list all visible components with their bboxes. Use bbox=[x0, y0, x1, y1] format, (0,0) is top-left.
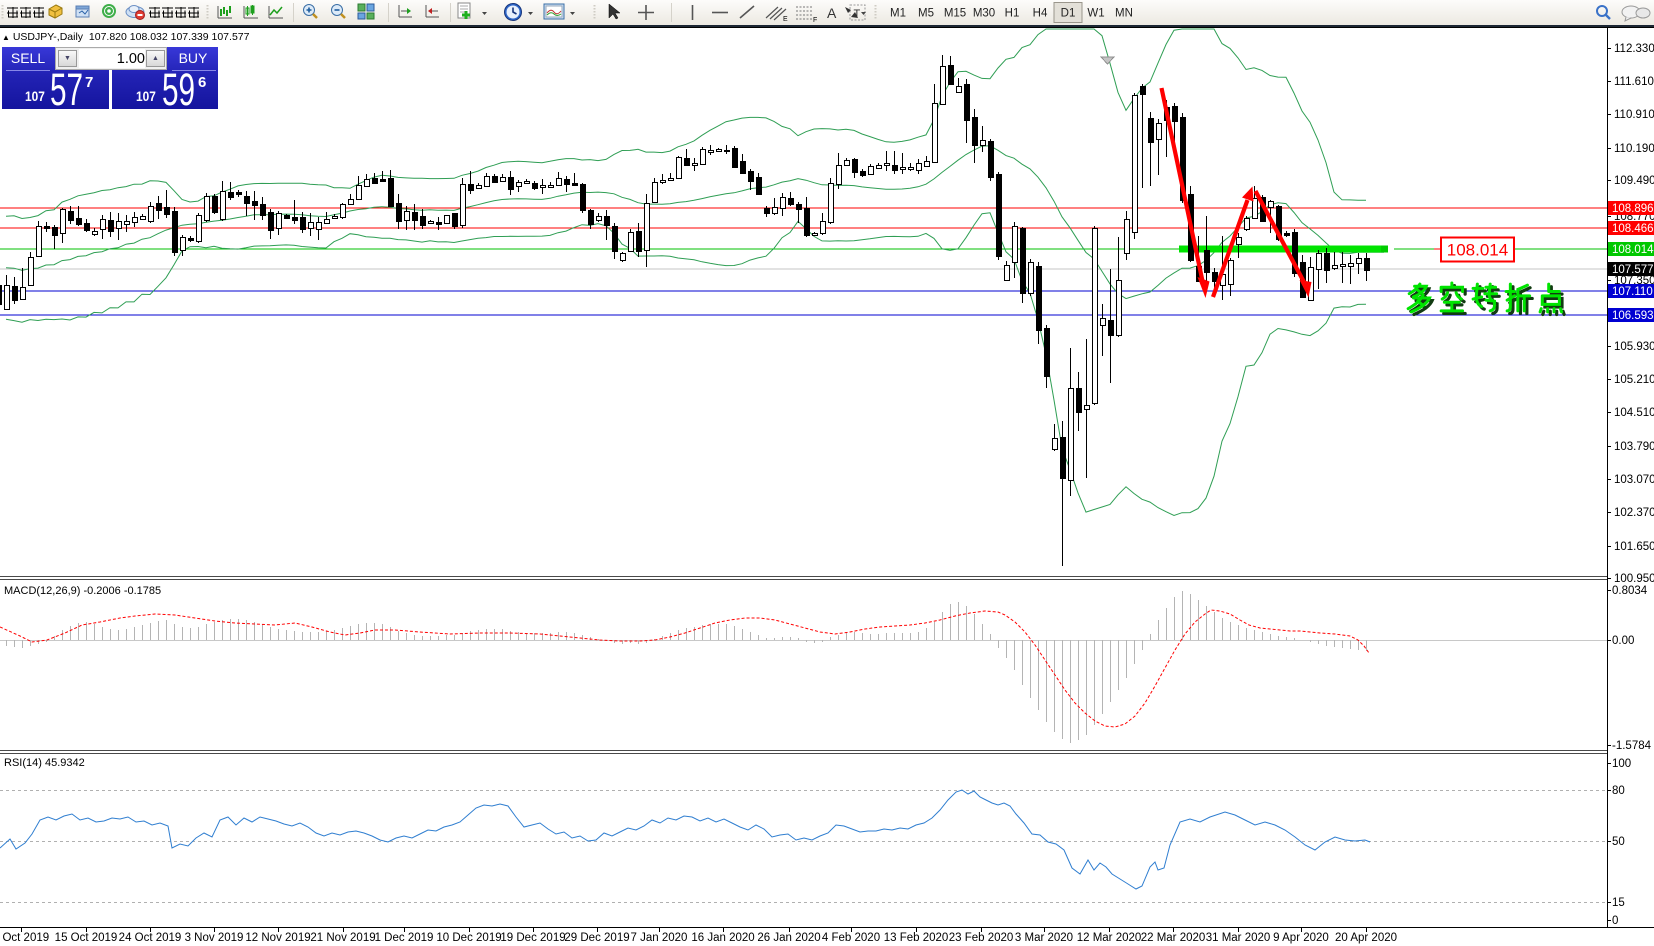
svg-text:106.593: 106.593 bbox=[1612, 310, 1654, 322]
svg-text:12 Nov 2019: 12 Nov 2019 bbox=[245, 932, 310, 944]
svg-text:0.8034: 0.8034 bbox=[1612, 585, 1648, 597]
svg-text:MACD(12,26,9) -0.2006 -0.1785: MACD(12,26,9) -0.2006 -0.1785 bbox=[4, 585, 161, 597]
svg-text:3 Mar 2020: 3 Mar 2020 bbox=[1015, 932, 1073, 944]
svg-text:104.510: 104.510 bbox=[1614, 407, 1654, 419]
svg-text:29 Dec 2019: 29 Dec 2019 bbox=[564, 932, 629, 944]
svg-text:13 Feb 2020: 13 Feb 2020 bbox=[884, 932, 949, 944]
svg-text:M15: M15 bbox=[944, 8, 966, 20]
svg-text:0.00: 0.00 bbox=[1612, 635, 1634, 647]
svg-text:15 Oct 2019: 15 Oct 2019 bbox=[55, 932, 118, 944]
svg-text:MN: MN bbox=[1115, 8, 1133, 20]
svg-text:12 Mar 2020: 12 Mar 2020 bbox=[1077, 932, 1142, 944]
svg-text:4 Feb 2020: 4 Feb 2020 bbox=[822, 932, 880, 944]
svg-text:107.110: 107.110 bbox=[1612, 286, 1653, 298]
svg-text:24 Oct 2019: 24 Oct 2019 bbox=[119, 932, 182, 944]
svg-text:103.070: 103.070 bbox=[1614, 474, 1654, 486]
svg-text:RSI(14) 45.9342: RSI(14) 45.9342 bbox=[4, 757, 85, 769]
svg-text:107.577: 107.577 bbox=[1612, 264, 1654, 276]
svg-text:E: E bbox=[783, 16, 788, 23]
svg-text:103.790: 103.790 bbox=[1614, 441, 1654, 453]
svg-text:M5: M5 bbox=[918, 8, 934, 20]
svg-text:100.950: 100.950 bbox=[1614, 573, 1654, 585]
svg-text:20 Apr 2020: 20 Apr 2020 bbox=[1335, 932, 1397, 944]
svg-text:111.610: 111.610 bbox=[1614, 76, 1654, 88]
svg-text:101.650: 101.650 bbox=[1614, 541, 1654, 553]
svg-text:-1.5784: -1.5784 bbox=[1612, 740, 1652, 752]
svg-text:7 Jan 2020: 7 Jan 2020 bbox=[631, 932, 688, 944]
svg-text:108.014: 108.014 bbox=[1447, 241, 1508, 260]
svg-text:F: F bbox=[813, 17, 817, 24]
svg-text:105.930: 105.930 bbox=[1614, 341, 1654, 353]
svg-text:110.190: 110.190 bbox=[1614, 143, 1654, 155]
svg-text:102.370: 102.370 bbox=[1614, 507, 1654, 519]
svg-text:1 Dec 2019: 1 Dec 2019 bbox=[375, 932, 434, 944]
svg-text:19 Dec 2019: 19 Dec 2019 bbox=[500, 932, 565, 944]
svg-text:112.330: 112.330 bbox=[1614, 43, 1654, 55]
svg-text:M30: M30 bbox=[973, 8, 995, 20]
svg-text:108.466: 108.466 bbox=[1612, 223, 1654, 235]
svg-text:0: 0 bbox=[1612, 915, 1618, 927]
svg-text:21 Nov 2019: 21 Nov 2019 bbox=[310, 932, 375, 944]
svg-text:110.910: 110.910 bbox=[1614, 109, 1654, 121]
svg-text:M1: M1 bbox=[890, 8, 906, 20]
svg-text:16 Jan 2020: 16 Jan 2020 bbox=[691, 932, 754, 944]
svg-text:D1: D1 bbox=[1061, 8, 1076, 20]
svg-text:T: T bbox=[854, 8, 861, 20]
svg-text:3 Nov 2019: 3 Nov 2019 bbox=[185, 932, 244, 944]
svg-text:108.014: 108.014 bbox=[1612, 244, 1654, 256]
svg-text:105.210: 105.210 bbox=[1614, 374, 1654, 386]
svg-text:31 Mar 2020: 31 Mar 2020 bbox=[1206, 932, 1271, 944]
svg-text:109.490: 109.490 bbox=[1614, 175, 1654, 187]
svg-text:5 Oct 2019: 5 Oct 2019 bbox=[0, 932, 49, 944]
svg-text:26 Jan 2020: 26 Jan 2020 bbox=[757, 932, 820, 944]
svg-text:10 Dec 2019: 10 Dec 2019 bbox=[436, 932, 501, 944]
svg-text:108.896: 108.896 bbox=[1612, 203, 1654, 215]
svg-text:9 Apr 2020: 9 Apr 2020 bbox=[1273, 932, 1329, 944]
svg-text:W1: W1 bbox=[1087, 8, 1104, 20]
svg-text:H4: H4 bbox=[1033, 8, 1048, 20]
svg-text:80: 80 bbox=[1612, 785, 1625, 797]
svg-text:50: 50 bbox=[1612, 836, 1625, 848]
svg-text:H1: H1 bbox=[1005, 8, 1020, 20]
svg-text:22 Mar 2020: 22 Mar 2020 bbox=[1141, 932, 1206, 944]
svg-text:15: 15 bbox=[1612, 897, 1625, 909]
svg-text:23 Feb 2020: 23 Feb 2020 bbox=[949, 932, 1014, 944]
svg-text:100: 100 bbox=[1612, 758, 1631, 770]
svg-text:A: A bbox=[827, 5, 837, 21]
